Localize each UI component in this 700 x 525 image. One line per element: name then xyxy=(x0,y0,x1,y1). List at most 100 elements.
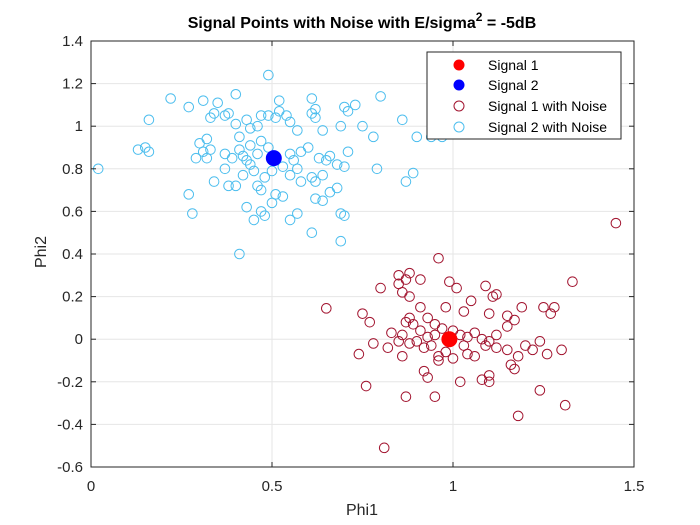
point-signal-1-with-noise xyxy=(386,327,397,339)
x-tick-label: 0.5 xyxy=(262,478,283,495)
y-tick-label: 0.2 xyxy=(62,289,83,306)
point-signal-1-with-noise xyxy=(512,350,524,362)
point-signal-1-with-noise xyxy=(502,321,513,332)
point-signal-1-with-noise xyxy=(483,370,495,381)
point-signal-2-with-noise xyxy=(205,144,216,155)
point-signal-2-with-noise xyxy=(270,112,281,123)
point-signal-1-with-noise xyxy=(480,280,491,292)
point-signal-1-with-noise xyxy=(357,308,368,319)
point-signal-1-with-noise xyxy=(422,372,433,383)
point-signal-1-with-noise xyxy=(393,336,405,347)
point-signal-1-with-noise xyxy=(509,314,520,326)
point-signal-2-with-noise xyxy=(234,144,245,155)
point-signal-2-with-noise xyxy=(230,180,242,192)
point-signal-2-with-noise xyxy=(143,146,155,158)
point-signal-2-with-noise xyxy=(302,142,314,153)
point-signal-2-with-noise xyxy=(252,148,263,160)
point-signal-2-with-noise xyxy=(281,110,292,121)
point-signal-2-with-noise xyxy=(143,114,155,126)
point-signal-2-with-noise xyxy=(263,69,274,81)
point-signal-2-with-noise xyxy=(277,161,289,172)
point-signal-2-with-noise xyxy=(259,172,271,183)
point-signal-2-with-noise xyxy=(317,195,328,207)
x-tick-label: 1.5 xyxy=(624,478,645,495)
point-signal-1-with-noise xyxy=(364,316,376,328)
point-signal-1-with-noise xyxy=(527,344,538,356)
point-signal-2-with-noise xyxy=(230,88,242,100)
point-signal-2-with-noise xyxy=(266,165,278,177)
y-tick-label: -0.2 xyxy=(57,374,83,391)
y-tick-label: 1 xyxy=(75,118,83,135)
point-signal-2-with-noise xyxy=(292,125,303,136)
point-signal-2-with-noise xyxy=(223,180,234,192)
point-signal-1-with-noise xyxy=(397,350,408,362)
point-signal-1-with-noise xyxy=(368,338,379,349)
point-signal-2-with-noise xyxy=(284,214,296,226)
x-tick-label: 1 xyxy=(449,478,457,495)
point-signal-2-with-noise xyxy=(187,208,198,219)
point-signal-1-with-noise xyxy=(451,282,462,294)
point-signal-1-with-noise xyxy=(433,252,444,264)
point-signal-1-with-noise xyxy=(415,301,426,313)
point-signal-2-with-noise xyxy=(371,163,383,175)
legend: Signal 1 Signal 2 Signal 1 with Noise Si… xyxy=(426,51,622,140)
point-signal-2-with-noise xyxy=(230,118,242,130)
point-signal-1-with-noise xyxy=(541,348,553,360)
point-signal-1-with-noise xyxy=(454,376,466,388)
point-signal-1-with-noise xyxy=(415,325,426,336)
point-signal-2-with-noise xyxy=(255,184,267,196)
point-signal-1-with-noise xyxy=(512,410,524,422)
axis-ticks: 0 0.5 1 1.5 -0.6 -0.4 -0.2 0 0.2 0.4 0.6 0.8 1 1.2 1.4 xyxy=(57,33,644,495)
point-signal-1-with-noise xyxy=(502,344,513,356)
point-signal-2-with-noise xyxy=(310,193,321,204)
point-signal-1-with-noise xyxy=(491,342,502,354)
point-signal-2 xyxy=(265,150,282,167)
point-signal-2-with-noise xyxy=(317,125,328,136)
point-signal-1 xyxy=(441,331,458,348)
point-signal-2-with-noise xyxy=(375,91,386,102)
legend-label-signal-2-noise: Signal 2 with Noise xyxy=(488,119,607,135)
point-signal-2-with-noise xyxy=(273,95,285,106)
point-signal-2-with-noise xyxy=(339,161,350,172)
point-signal-1-with-noise xyxy=(422,312,433,324)
point-signal-2-with-noise xyxy=(342,146,354,158)
point-signal-1-with-noise xyxy=(425,340,437,351)
point-signal-2-with-noise xyxy=(284,169,296,181)
point-signal-2-with-noise xyxy=(219,163,231,175)
y-tick-label: 0 xyxy=(75,331,83,348)
point-signal-1-with-noise xyxy=(418,365,430,377)
point-signal-2-with-noise xyxy=(212,97,223,109)
point-signal-2-with-noise xyxy=(339,210,350,221)
point-signal-2-with-noise xyxy=(284,148,296,160)
x-tick-label: 0 xyxy=(87,478,95,495)
point-signal-2-with-noise xyxy=(197,95,209,106)
point-signal-2-with-noise xyxy=(132,144,144,155)
point-signal-1-with-noise xyxy=(462,348,473,360)
point-signal-1-with-noise xyxy=(415,274,426,285)
y-tick-label: 0.8 xyxy=(62,161,83,178)
point-signal-1-with-noise xyxy=(404,338,415,349)
point-signal-1-with-noise xyxy=(567,276,578,287)
point-signal-1-with-noise xyxy=(378,442,390,454)
y-tick-label: -0.4 xyxy=(57,416,83,433)
y-tick-label: 1.4 xyxy=(62,33,83,50)
point-signal-2-with-noise xyxy=(237,169,249,181)
legend-marker-signal-2-noise xyxy=(453,121,465,133)
point-signal-2-with-noise xyxy=(223,108,234,119)
point-signal-1-with-noise xyxy=(476,333,488,345)
y-tick-label: 1.2 xyxy=(62,76,83,93)
point-signal-2-with-noise xyxy=(208,108,220,119)
point-signal-2-with-noise xyxy=(248,165,260,177)
point-signal-1-with-noise xyxy=(491,289,502,300)
point-signal-1-with-noise xyxy=(516,301,528,313)
point-signal-2-with-noise xyxy=(397,114,408,126)
point-signal-1-with-noise xyxy=(404,312,415,324)
chart-title-suffix: = -5dB xyxy=(482,15,536,32)
point-signal-2-with-noise xyxy=(349,99,361,111)
data-markers xyxy=(92,69,622,454)
point-signal-1-with-noise xyxy=(458,306,470,317)
point-signal-2-with-noise xyxy=(357,120,368,132)
point-signal-1-with-noise xyxy=(559,399,571,411)
point-signal-2-with-noise xyxy=(407,167,419,179)
point-signal-1-with-noise xyxy=(360,380,372,392)
